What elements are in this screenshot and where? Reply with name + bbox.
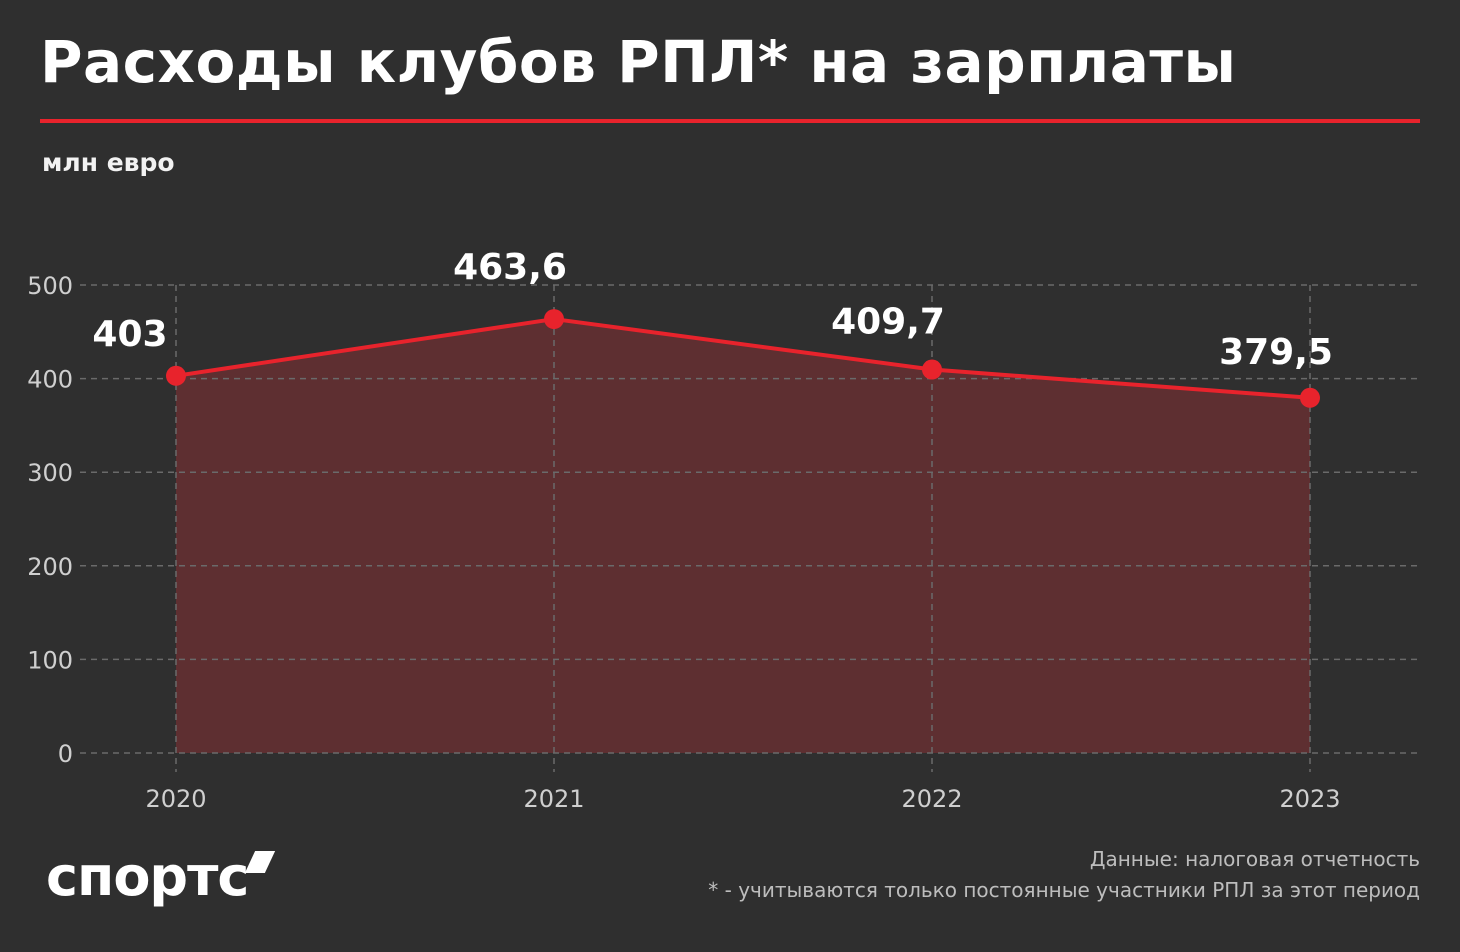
- data-label-2022: 409,7: [831, 302, 945, 343]
- area-fill: [176, 319, 1310, 753]
- y-tick-label-0: 0: [58, 740, 73, 768]
- unit-label: млн евро: [42, 148, 175, 177]
- data-label-2020: 403: [92, 314, 167, 355]
- x-tick-label-2021: 2021: [523, 785, 584, 813]
- data-label-2021: 463,6: [453, 247, 567, 288]
- x-tick-label-2022: 2022: [901, 785, 962, 813]
- y-tick-label-100: 100: [27, 646, 73, 674]
- data-point-2022: [922, 359, 942, 380]
- footnotes: Данные: налоговая отчетность * - учитыва…: [708, 844, 1420, 906]
- data-label-2023: 379,5: [1219, 332, 1333, 373]
- source-note: Данные: налоговая отчетность: [1089, 847, 1420, 871]
- y-tick-label-500: 500: [27, 272, 73, 300]
- series-line: [175, 317, 1311, 400]
- y-tick-label-400: 400: [27, 366, 73, 394]
- title-divider: [40, 119, 1420, 123]
- x-tick-label-2023: 2023: [1279, 785, 1340, 813]
- y-tick-label-300: 300: [27, 459, 73, 487]
- chart-title: Расходы клубов РПЛ* на зарплаты: [40, 28, 1237, 96]
- data-point-2021: [544, 309, 564, 330]
- y-tick-label-200: 200: [27, 553, 73, 581]
- x-tick-label-2020: 2020: [145, 785, 206, 813]
- data-point-2020: [166, 365, 186, 386]
- brand-logo-text: спортс: [46, 845, 249, 908]
- asterisk-note: * - учитываются только постоянные участн…: [708, 878, 1420, 902]
- data-point-2023: [1300, 387, 1320, 408]
- brand-logo: спортс: [46, 850, 276, 904]
